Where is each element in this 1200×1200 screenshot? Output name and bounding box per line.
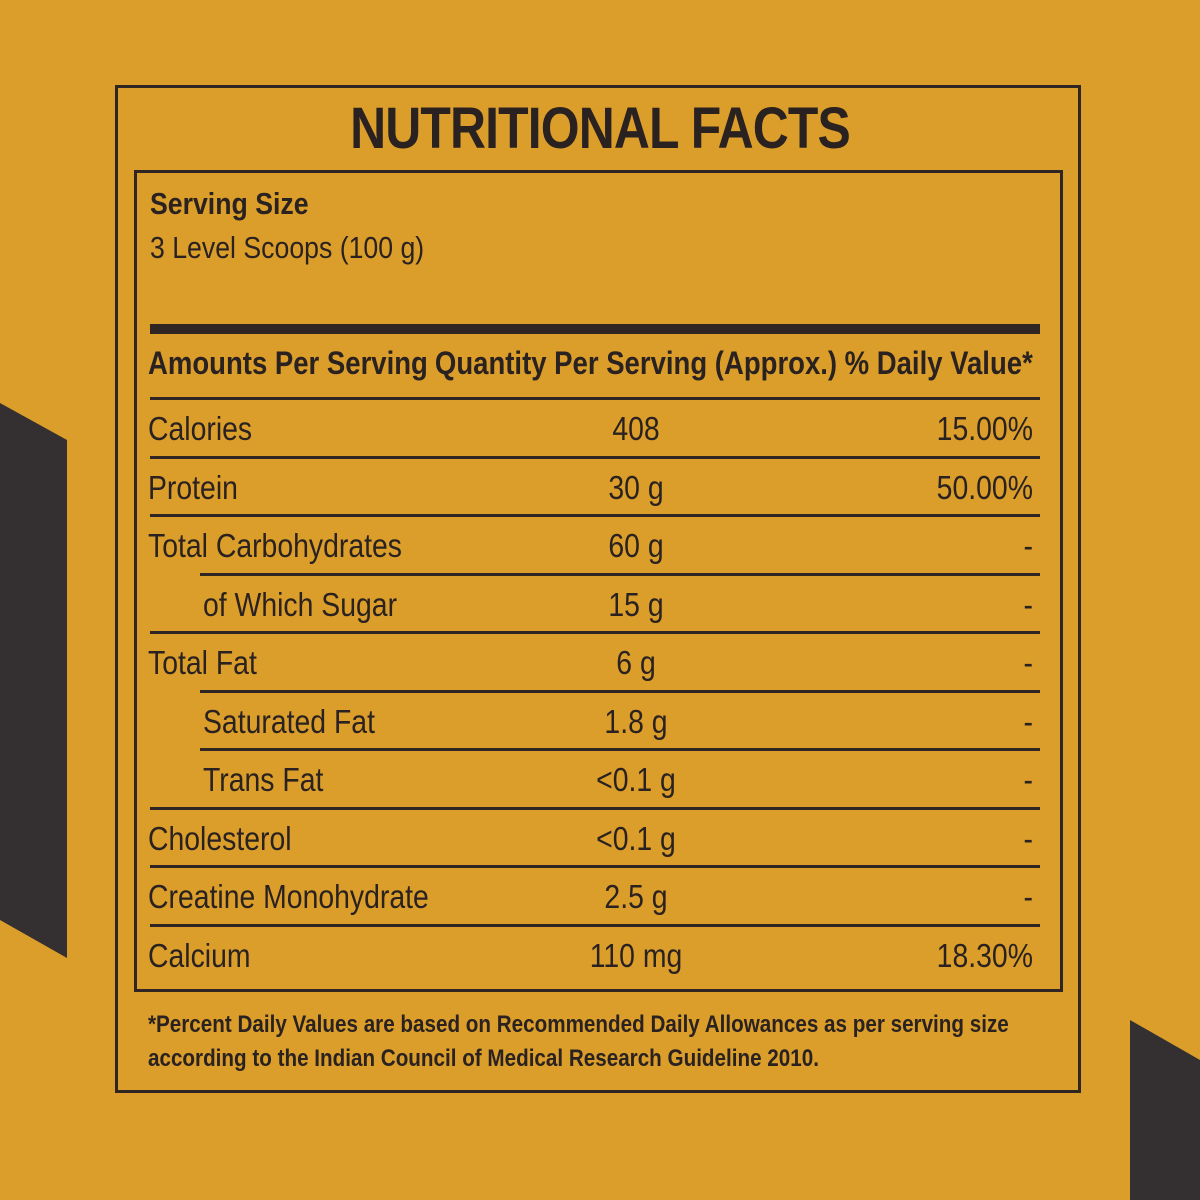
footnote-line-1: *Percent Daily Values are based on Recom… xyxy=(148,1011,1009,1038)
row-daily-value: - xyxy=(1023,878,1033,915)
header-divider xyxy=(150,397,1040,400)
outer-frame xyxy=(115,85,1081,1093)
thick-divider xyxy=(150,324,1040,334)
row-divider xyxy=(150,514,1040,517)
row-quantity: 110 mg xyxy=(589,936,683,974)
row-divider xyxy=(150,865,1040,868)
row-name: Trans Fat xyxy=(203,761,324,798)
row-name: Total Carbohydrates xyxy=(148,527,402,564)
row-name: Creatine Monohydrate xyxy=(148,878,429,915)
row-quantity: 15 g xyxy=(608,585,664,623)
column-header-quantity: Quantity Per Serving (Approx.) xyxy=(434,345,838,381)
serving-size-value: 3 Level Scoops (100 g) xyxy=(150,230,425,265)
row-name: Cholesterol xyxy=(148,819,292,857)
row-divider xyxy=(150,806,1040,810)
row-divider xyxy=(200,748,1040,751)
row-divider xyxy=(200,689,1040,693)
row-name: Protein xyxy=(148,468,238,506)
facts-table-frame xyxy=(134,170,1063,992)
row-daily-value: - xyxy=(1023,702,1033,740)
row-quantity: 2.5 g xyxy=(604,878,668,915)
row-quantity: 408 xyxy=(612,410,660,447)
page-title: NUTRITIONAL FACTS xyxy=(350,96,851,161)
row-name: Total Fat xyxy=(148,644,257,681)
row-name: Saturated Fat xyxy=(203,702,375,740)
row-daily-value: - xyxy=(1023,819,1033,857)
row-daily-value: 18.30% xyxy=(936,936,1033,974)
row-daily-value: 50.00% xyxy=(936,468,1033,506)
row-divider xyxy=(150,631,1040,634)
row-divider xyxy=(150,455,1040,459)
row-quantity: 6 g xyxy=(616,644,656,681)
row-divider xyxy=(200,572,1040,576)
row-name: of Which Sugar xyxy=(203,585,398,623)
row-daily-value: - xyxy=(1023,585,1033,623)
row-daily-value: - xyxy=(1023,761,1033,798)
right-dark-stripe xyxy=(1130,1020,1200,1200)
footnote: *Percent Daily Values are based on Recom… xyxy=(148,1008,1042,1076)
row-quantity: 60 g xyxy=(608,527,664,564)
row-daily-value: - xyxy=(1023,527,1033,564)
row-name: Calories xyxy=(148,410,253,447)
row-quantity: 30 g xyxy=(608,468,664,506)
row-daily-value: - xyxy=(1023,644,1033,681)
column-header-amounts: Amounts Per Serving xyxy=(148,345,428,381)
row-daily-value: 15.00% xyxy=(936,410,1033,447)
left-dark-stripe xyxy=(0,403,67,958)
row-quantity: <0.1 g xyxy=(596,761,676,798)
row-divider xyxy=(150,923,1040,927)
row-quantity: 1.8 g xyxy=(604,702,668,740)
row-quantity: <0.1 g xyxy=(596,819,676,857)
footnote-line-2: according to the Indian Council of Medic… xyxy=(148,1045,819,1072)
serving-size-label: Serving Size xyxy=(150,186,309,221)
column-header-daily-value: % Daily Value* xyxy=(844,345,1033,381)
row-name: Calcium xyxy=(148,936,251,974)
